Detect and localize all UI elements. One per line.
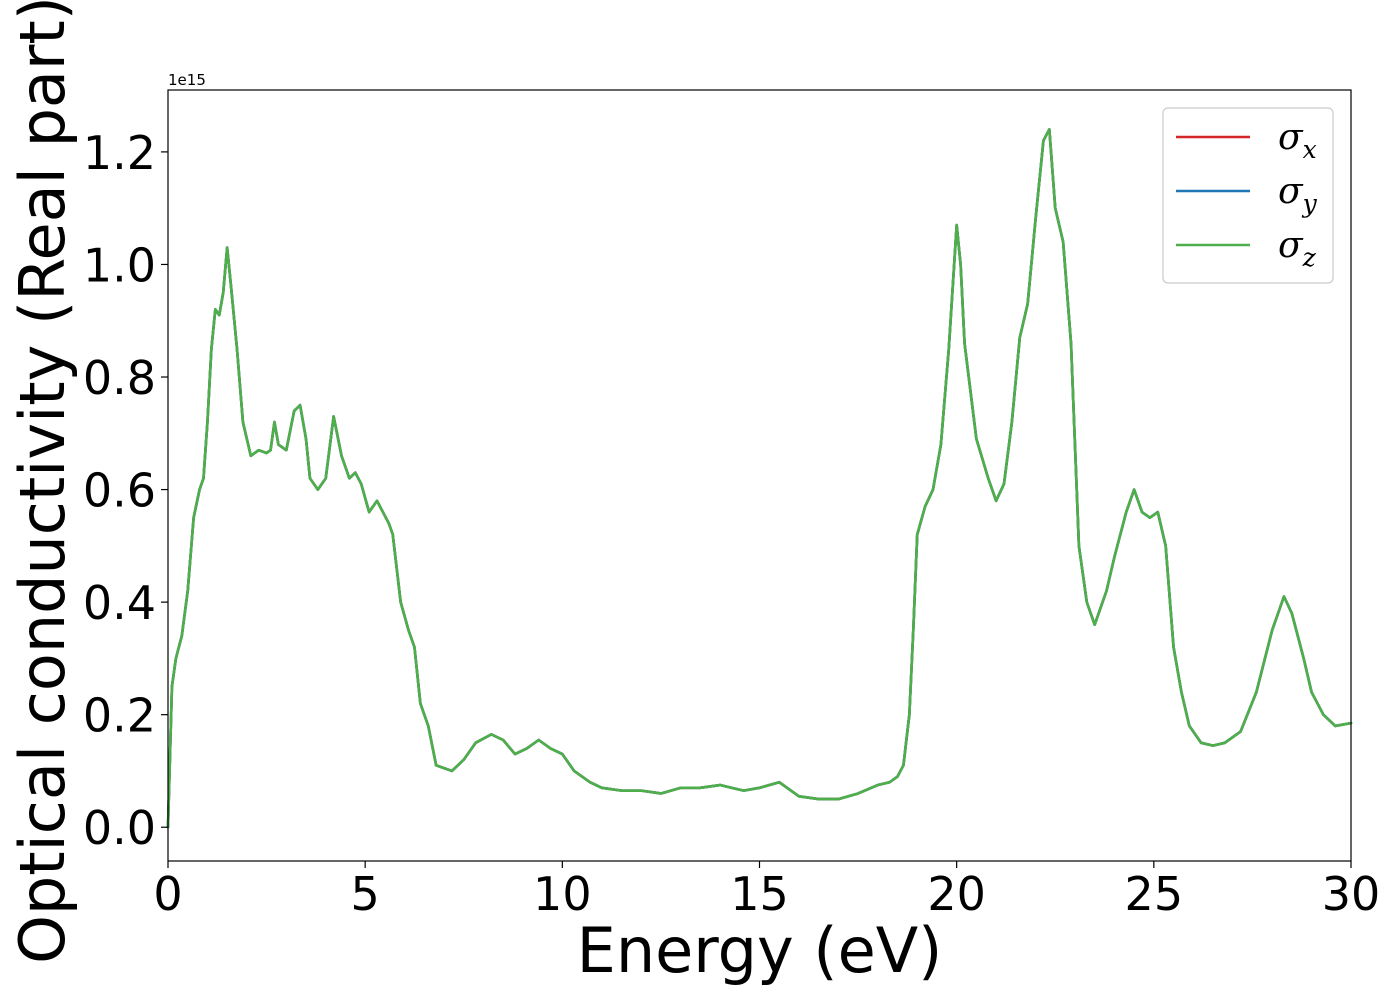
y-axis-offset-text: 1e15 bbox=[168, 71, 206, 89]
x-tick-label: 0 bbox=[153, 867, 182, 921]
y-tick-label: 1.0 bbox=[83, 238, 156, 292]
y-tick-label: 0.6 bbox=[83, 464, 156, 518]
series-line-z bbox=[166, 128, 1353, 829]
x-tick-label: 15 bbox=[730, 867, 789, 921]
x-tick-label: 5 bbox=[351, 867, 380, 921]
y-tick-label: 0.4 bbox=[83, 576, 156, 630]
y-axis: 0.0 0.2 0.4 0.6 0.8 1.0 1.2 bbox=[83, 126, 168, 855]
x-axis-label: Energy (eV) bbox=[577, 914, 943, 987]
y-tick-label: 0.0 bbox=[83, 801, 156, 855]
series-layer bbox=[166, 128, 1353, 829]
legend: σx σy σz bbox=[1162, 107, 1334, 284]
x-tick-label: 25 bbox=[1125, 867, 1184, 921]
x-tick-label: 20 bbox=[927, 867, 986, 921]
legend-box bbox=[1162, 107, 1334, 284]
y-tick-label: 0.8 bbox=[83, 351, 156, 405]
legend-label-x: σx bbox=[1278, 117, 1317, 164]
legend-label-y: σy bbox=[1278, 171, 1318, 218]
legend-label-z: σz bbox=[1278, 225, 1317, 272]
y-axis-label: Optical conductivity (Real part) bbox=[6, 0, 79, 964]
y-tick-label: 1.2 bbox=[83, 126, 156, 180]
x-axis: 0 5 10 15 20 25 30 bbox=[153, 861, 1380, 921]
x-tick-label: 30 bbox=[1322, 867, 1381, 921]
y-tick-label: 0.2 bbox=[83, 689, 156, 743]
x-tick-label: 10 bbox=[533, 867, 592, 921]
